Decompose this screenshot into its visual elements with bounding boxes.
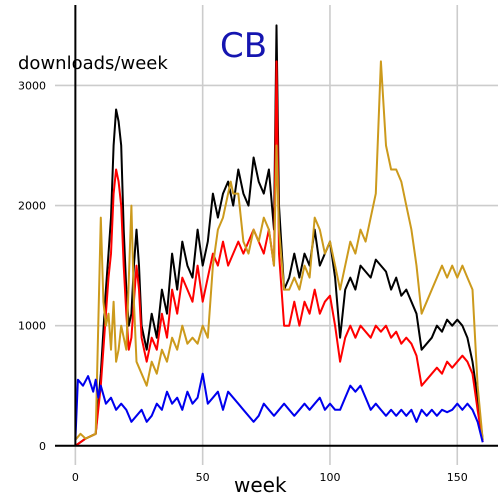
- y-tick-label-3000: 3000: [18, 79, 46, 92]
- y-axis-title: downloads/week: [18, 53, 168, 74]
- x-tick-label-100: 100: [319, 471, 340, 484]
- x-tick-label-150: 150: [447, 471, 468, 484]
- y-tick-labels: 0 1000 2000 3000: [18, 79, 46, 452]
- series-lines: [74, 24, 484, 447]
- x-tick-label-50: 50: [196, 471, 210, 484]
- series-line-3: [74, 60, 484, 441]
- y-tick-label-2000: 2000: [18, 200, 46, 213]
- series-line-2: [74, 60, 484, 447]
- series-line-4: [74, 372, 484, 443]
- x-tick-label-0: 0: [72, 471, 79, 484]
- chart-title: CB: [220, 26, 267, 66]
- x-tick-labels: 0 50 100 150: [72, 471, 468, 484]
- x-axis-title: week: [234, 473, 287, 497]
- y-tick-label-1000: 1000: [18, 320, 46, 333]
- y-tick-label-0: 0: [39, 440, 46, 453]
